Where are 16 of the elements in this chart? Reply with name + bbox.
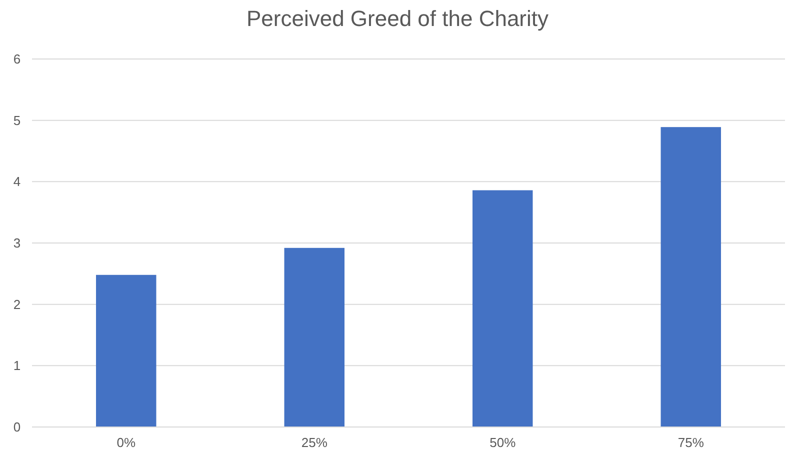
y-tick-label: 4 xyxy=(13,174,21,190)
x-tick-label: 25% xyxy=(301,435,328,450)
chart-title: Perceived Greed of the Charity xyxy=(246,6,549,31)
y-tick-label: 5 xyxy=(13,112,21,128)
bar xyxy=(660,127,721,427)
bar xyxy=(472,190,533,427)
y-tick-label: 1 xyxy=(13,358,21,374)
y-tick-label: 6 xyxy=(13,52,21,67)
x-tick-label: 75% xyxy=(678,435,704,450)
bar xyxy=(284,248,344,427)
y-tick-label: 3 xyxy=(13,236,21,251)
x-tick-label: 50% xyxy=(490,435,516,450)
x-tick-label: 0% xyxy=(116,435,136,450)
y-tick-label: 0 xyxy=(13,420,21,435)
y-tick-label: 2 xyxy=(13,296,21,312)
bar xyxy=(96,274,156,427)
